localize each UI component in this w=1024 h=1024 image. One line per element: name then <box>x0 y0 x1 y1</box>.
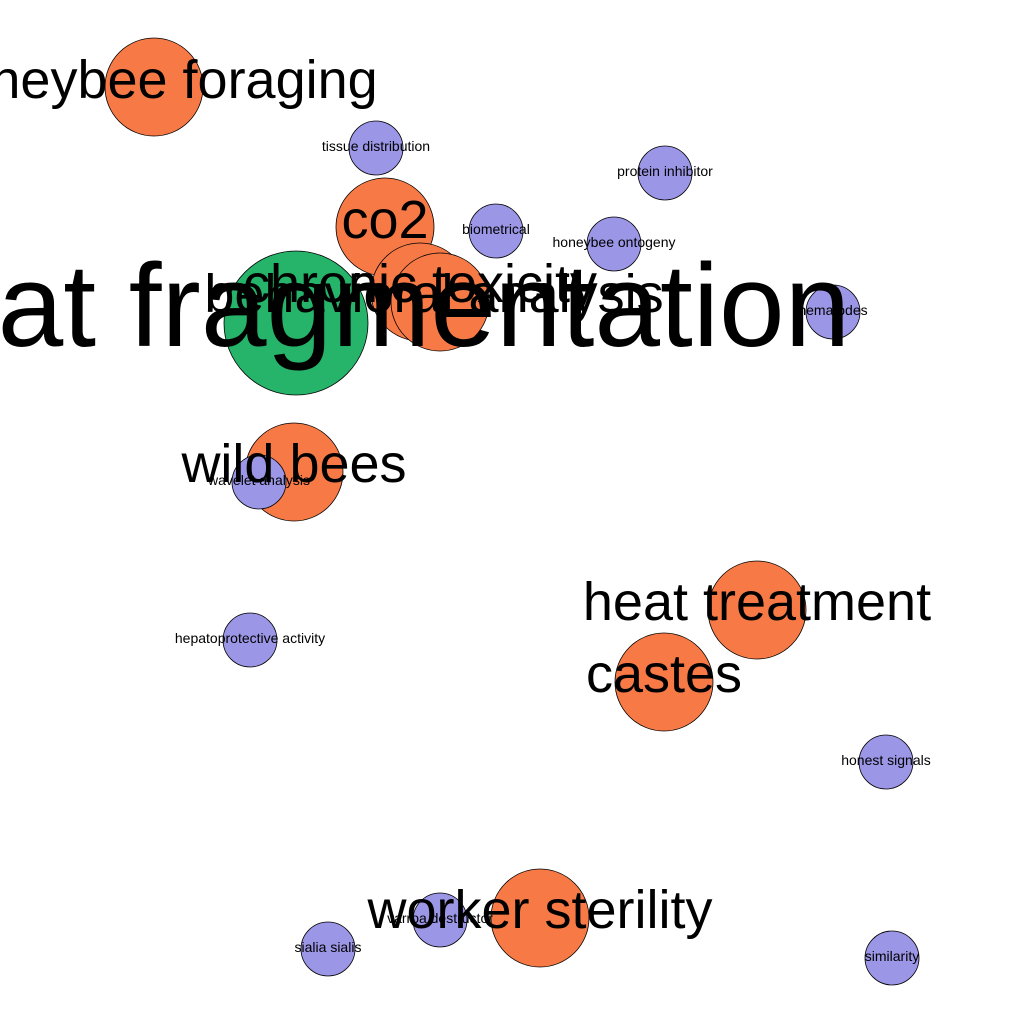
node-sialia-sialis[interactable] <box>300 921 356 977</box>
label-honest-signals: honest signals <box>841 752 931 768</box>
labels-layer: habitat fragmentation honeybee foraging … <box>0 50 931 964</box>
label-similarity: similarity <box>865 948 919 964</box>
label-biometrical: biometrical <box>462 221 530 237</box>
node-nematodes[interactable] <box>805 284 861 340</box>
label-co2: co2 <box>341 190 428 250</box>
node-castes[interactable] <box>614 632 714 732</box>
node-hepatoprotective-activity[interactable] <box>222 612 278 668</box>
label-castes: castes <box>586 644 742 704</box>
label-nematodes: nematodes <box>798 302 867 318</box>
label-sialia-sialis: sialia sialis <box>295 939 362 955</box>
node-behavioral-analysis[interactable] <box>390 252 490 352</box>
node-habitat-fragmentation[interactable] <box>223 250 369 396</box>
node-protein-inhibitor[interactable] <box>637 145 693 201</box>
label-honeybee-foraging: honeybee foraging <box>0 50 378 110</box>
label-chronic-toxicity: chronic toxicity <box>243 254 597 314</box>
label-behavioral-analysis: behavioral analysis <box>204 264 663 324</box>
node-worker-sterility[interactable] <box>490 868 590 968</box>
node-honest-signals[interactable] <box>858 734 914 790</box>
nodes-layer <box>104 37 920 986</box>
label-wavelet-analysis: wavelet analysis <box>207 472 310 488</box>
label-wild-bees: wild bees <box>180 434 406 494</box>
node-wavelet-analysis[interactable] <box>231 454 287 510</box>
node-tissue-distribution[interactable] <box>348 120 404 176</box>
node-honeybee-ontogeny[interactable] <box>586 216 642 272</box>
node-similarity[interactable] <box>864 930 920 986</box>
node-varroa-destructor[interactable] <box>412 892 468 948</box>
node-biometrical[interactable] <box>468 203 524 259</box>
label-hepatoprotective-activity: hepatoprotective activity <box>175 630 325 646</box>
label-honeybee-ontogeny: honeybee ontogeny <box>553 234 676 250</box>
label-protein-inhibitor: protein inhibitor <box>617 163 713 179</box>
label-worker-sterility: worker sterility <box>366 880 712 940</box>
node-heat-treatment[interactable] <box>707 560 807 660</box>
node-honeybee-foraging[interactable] <box>104 37 204 137</box>
label-habitat-fragmentation: habitat fragmentation <box>0 240 850 372</box>
label-tissue-distribution: tissue distribution <box>322 138 430 154</box>
label-varroa-destructor: varroa destructor <box>387 910 493 926</box>
label-heat-treatment: heat treatment <box>583 572 931 632</box>
